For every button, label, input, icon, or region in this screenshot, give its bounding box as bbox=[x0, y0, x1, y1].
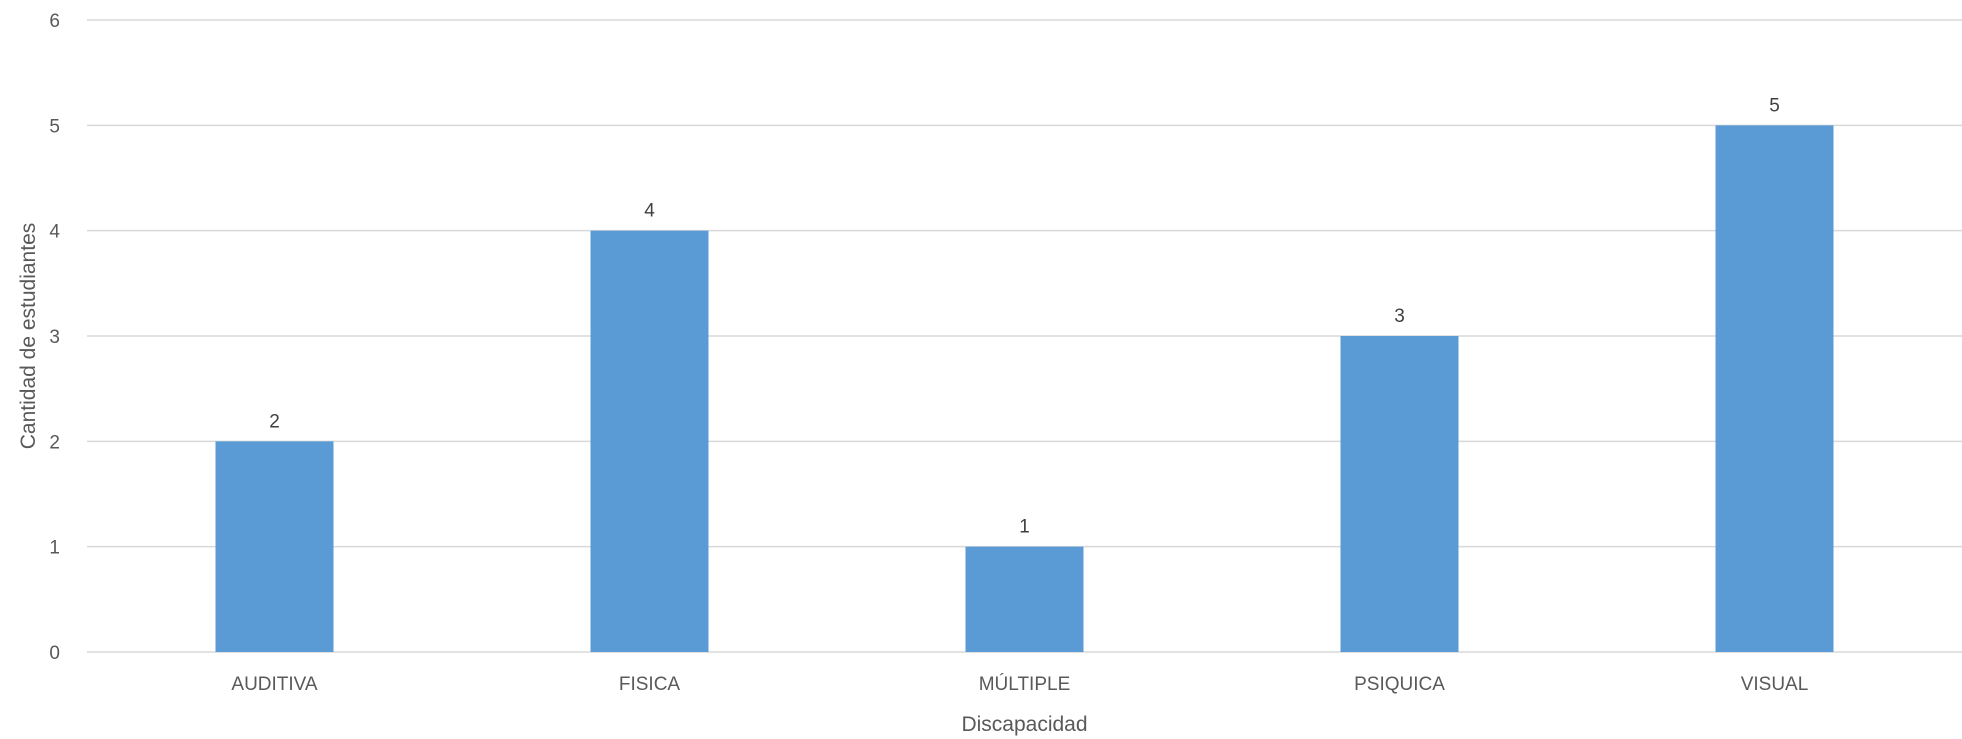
x-tick-label: FISICA bbox=[619, 674, 681, 695]
y-tick-label: 4 bbox=[49, 222, 60, 243]
data-label: 1 bbox=[1019, 517, 1030, 538]
x-tick-label: AUDITIVA bbox=[231, 674, 318, 695]
bar-psiquica bbox=[1340, 336, 1459, 652]
x-tick-label: MÚLTIPLE bbox=[979, 673, 1071, 695]
bars bbox=[215, 125, 1834, 653]
gridlines bbox=[87, 19, 1962, 653]
bar-auditiva bbox=[215, 441, 334, 652]
y-axis-ticks: 0 1 2 3 4 5 6 bbox=[49, 11, 60, 664]
y-axis-title: Cantidad de estudiantes bbox=[17, 223, 40, 450]
data-label: 5 bbox=[1769, 95, 1780, 116]
y-tick-label: 3 bbox=[49, 327, 60, 348]
x-axis-ticks: AUDITIVA FISICA MÚLTIPLE PSIQUICA VISUAL bbox=[231, 673, 1808, 695]
data-label: 3 bbox=[1394, 306, 1405, 327]
data-label: 4 bbox=[644, 201, 655, 222]
data-label: 2 bbox=[269, 411, 280, 432]
bar-múltiple bbox=[965, 546, 1084, 652]
bar-visual bbox=[1715, 125, 1834, 653]
y-tick-label: 1 bbox=[49, 538, 60, 559]
x-axis-title: Discapacidad bbox=[961, 713, 1087, 736]
bar-fisica bbox=[590, 230, 709, 652]
y-tick-label: 0 bbox=[49, 643, 60, 664]
x-tick-label: PSIQUICA bbox=[1354, 674, 1445, 695]
x-tick-label: VISUAL bbox=[1741, 674, 1809, 695]
y-tick-label: 2 bbox=[49, 432, 60, 453]
data-labels: 2 4 1 3 5 bbox=[269, 95, 1780, 537]
y-tick-label: 5 bbox=[49, 116, 60, 137]
y-tick-label: 6 bbox=[49, 11, 60, 32]
